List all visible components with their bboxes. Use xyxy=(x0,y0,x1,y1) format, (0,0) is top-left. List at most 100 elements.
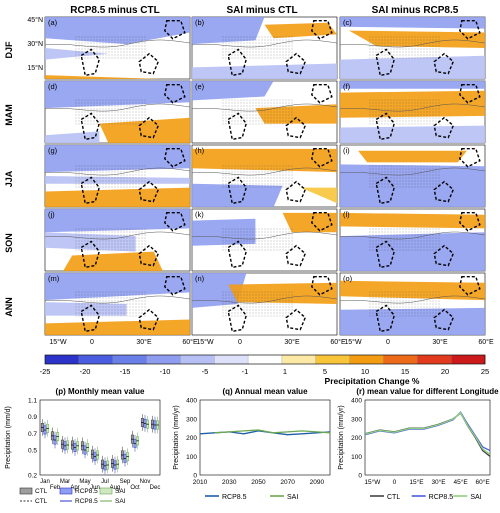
map-panel: (d) xyxy=(44,80,191,144)
lon-ticks-col1: 15°W 0 30°E 60°E xyxy=(49,338,198,346)
x-tick-label: Dec xyxy=(150,485,161,491)
y-tick-label: 300 xyxy=(186,416,197,423)
colorbar-tick-label: -10 xyxy=(160,367,171,376)
legend-label: SAI xyxy=(470,494,481,501)
row-label-ann: ANN xyxy=(4,297,14,317)
colorbar-label: Precipitation Change % xyxy=(325,376,420,386)
x-tick-label: Jan xyxy=(40,479,50,485)
legend-label: CTL xyxy=(387,494,400,501)
coastline xyxy=(340,231,485,240)
colorbar-tick-label: -25 xyxy=(40,367,51,376)
significance-stipple xyxy=(221,99,294,125)
wet-anomaly-region xyxy=(45,75,163,79)
chart-monthly-mean: (p) Monthly mean value Precipitation (mm/… xyxy=(5,387,160,505)
coastline xyxy=(340,167,485,176)
panel-letter: (d) xyxy=(48,82,58,91)
x-tick-label: Sep xyxy=(120,479,131,485)
x-tick-label: Jul xyxy=(101,479,109,485)
wet-anomaly-region xyxy=(340,212,485,229)
x-tick-label: 2030 xyxy=(222,479,237,486)
region-outline xyxy=(138,116,160,139)
lon-tick-30e: 30°E xyxy=(432,338,448,346)
region-outline xyxy=(80,112,101,141)
coastline xyxy=(340,39,485,48)
panel-letter: (h) xyxy=(195,146,205,155)
panel-letter: (m) xyxy=(48,274,60,283)
region-outline xyxy=(285,116,307,139)
chart-title: (p) Monthly mean value xyxy=(56,387,145,396)
significance-stipple xyxy=(369,35,442,61)
column-title-1: RCP8.5 minus CTL xyxy=(70,5,159,16)
panel-letter: (j) xyxy=(48,210,55,219)
coastline xyxy=(45,39,190,48)
coastline xyxy=(192,295,337,304)
significance-stipple xyxy=(221,163,294,189)
y-tick-label: 400 xyxy=(351,398,362,405)
x-tick-label: 2070 xyxy=(280,479,295,486)
legend-label: SAI xyxy=(115,488,126,495)
x-tick-label: 15°E xyxy=(409,478,424,486)
map-panels: (a) (b) (c) (d) (e) (f) (g) (h) (i) (j) (k) (l) (m) (… xyxy=(44,16,486,336)
region-outline xyxy=(433,52,455,75)
wet-anomaly-region xyxy=(264,22,337,39)
panel-letter: (n) xyxy=(195,274,205,283)
region-outline xyxy=(459,148,481,168)
panel-letter: (l) xyxy=(343,210,350,219)
lon-tick-0: 0 xyxy=(90,339,94,346)
colorbar-bin xyxy=(112,354,147,365)
lon-ticks-col3: 15°W 0 30°E 60°E xyxy=(344,338,494,346)
x-tick-label: 2090 xyxy=(310,479,325,486)
plot-frame xyxy=(364,399,491,476)
lon-tick-30e: 30°E xyxy=(284,338,300,346)
region-outline xyxy=(80,48,101,77)
region-outline xyxy=(311,84,333,104)
x-tick-label: Apr xyxy=(70,485,79,491)
region-outline xyxy=(375,112,396,141)
region-outline xyxy=(375,240,396,269)
dry-anomaly-region xyxy=(45,209,190,233)
region-outline xyxy=(138,52,160,75)
y-tick-label: 200 xyxy=(186,435,197,442)
y-tick-label: 1.1 xyxy=(28,398,37,405)
region-outline xyxy=(375,48,396,77)
map-panel: (h) xyxy=(191,144,338,208)
coastline xyxy=(192,39,337,48)
colorbar-bin xyxy=(247,354,283,365)
legend-label: RCP8.5 xyxy=(75,488,98,495)
region-outline xyxy=(375,304,396,333)
colorbar-frame xyxy=(44,354,486,365)
coastline xyxy=(340,103,485,112)
colorbar-bin xyxy=(146,354,181,365)
region-outline xyxy=(164,84,186,104)
lon-ticks-col2: 15°W 0 30°E 60°E xyxy=(196,338,346,346)
map-panel: (b) xyxy=(191,16,338,80)
x-tick-label: 45°E xyxy=(454,478,469,486)
region-outline xyxy=(285,52,307,75)
chart-longitude-mean: (r) mean value for different Longitude Pr… xyxy=(338,387,499,501)
panel-letter: (g) xyxy=(48,146,58,155)
dry-anomaly-region xyxy=(340,17,485,29)
region-outline xyxy=(227,48,248,77)
y-tick-label: 0 xyxy=(358,473,362,480)
region-outline xyxy=(311,276,333,296)
region-outline xyxy=(285,308,307,331)
y-axis-label: Precipitation (mm/yr) xyxy=(173,405,180,470)
series-line xyxy=(364,411,491,455)
chart-title: (r) mean value for different Longitude xyxy=(356,387,499,396)
map-panel: (n) xyxy=(191,272,338,336)
region-outline xyxy=(459,20,481,40)
panel-letter: (o) xyxy=(343,274,353,283)
region-outline xyxy=(138,244,160,267)
region-outline xyxy=(227,240,248,269)
lon-tick-15w: 15°W xyxy=(49,338,67,346)
region-outline xyxy=(80,176,101,205)
panel-letter: (f) xyxy=(343,82,351,91)
region-outline xyxy=(227,176,248,205)
map-panel: (m) xyxy=(44,272,191,336)
coastline xyxy=(192,231,337,240)
row-label-mam: MAM xyxy=(4,104,14,126)
region-outline xyxy=(433,244,455,267)
plot-frame xyxy=(199,399,331,476)
panel-letter: (i) xyxy=(343,146,350,155)
significance-stipple xyxy=(369,291,442,317)
